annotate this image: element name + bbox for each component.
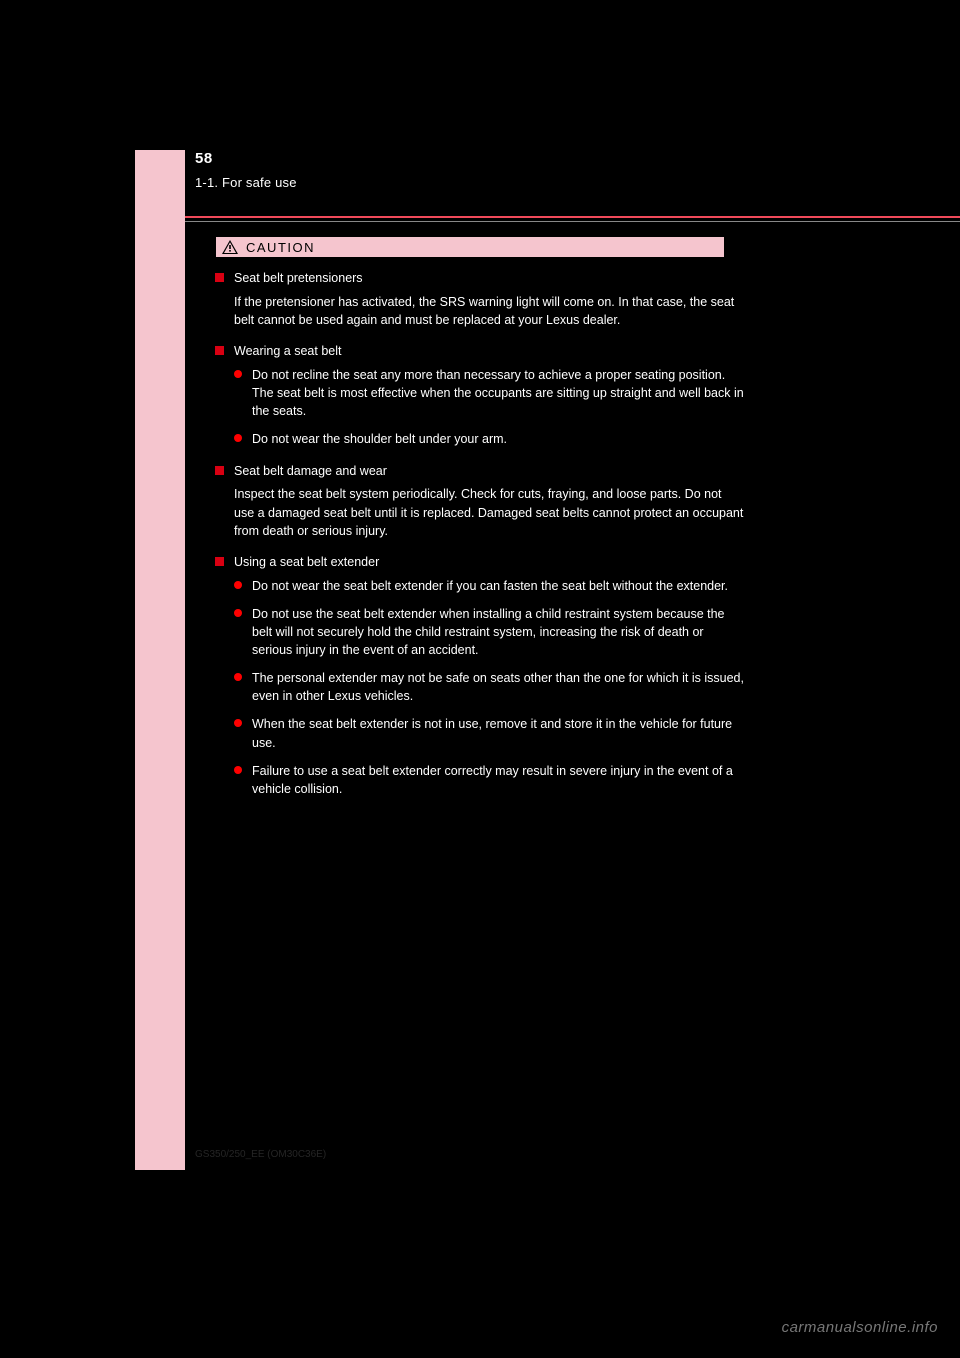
dot-marker-icon [234, 434, 242, 442]
section-body: Inspect the seat belt system periodicall… [234, 485, 745, 539]
bullet-item: Do not use the seat belt extender when i… [234, 605, 745, 659]
bullet-text: Failure to use a seat belt extender corr… [252, 762, 745, 798]
bullet-item: Do not wear the seat belt extender if yo… [234, 577, 745, 595]
square-marker-icon [215, 557, 224, 566]
dot-marker-icon [234, 370, 242, 378]
breadcrumb: 1-1. For safe use [195, 175, 960, 190]
watermark-brand: carmanualsonline.info [782, 1319, 938, 1336]
content-body: Seat belt pretensioners If the pretensio… [215, 270, 745, 808]
section-heading: Wearing a seat belt [215, 343, 745, 360]
bullet-text: Do not recline the seat any more than ne… [252, 366, 745, 420]
bullet-text: Do not wear the seat belt extender if yo… [252, 577, 728, 595]
header-rule-primary [185, 216, 960, 218]
bullet-item: When the seat belt extender is not in us… [234, 715, 745, 751]
caution-banner: CAUTION [215, 236, 725, 258]
section-heading: Seat belt pretensioners [215, 270, 745, 287]
bullet-item: The personal extender may not be safe on… [234, 669, 745, 705]
bullet-item: Failure to use a seat belt extender corr… [234, 762, 745, 798]
section-heading: Using a seat belt extender [215, 554, 745, 571]
section-title: Using a seat belt extender [234, 554, 379, 571]
dot-marker-icon [234, 673, 242, 681]
square-marker-icon [215, 273, 224, 282]
section-title: Seat belt pretensioners [234, 270, 363, 287]
side-accent-band [135, 150, 185, 1170]
section-title: Wearing a seat belt [234, 343, 341, 360]
page-header: 58 1-1. For safe use [195, 150, 960, 190]
square-marker-icon [215, 466, 224, 475]
model-code: GS350/250_EE (OM30C36E) [195, 1149, 326, 1160]
dot-marker-icon [234, 766, 242, 774]
bullet-item: Do not recline the seat any more than ne… [234, 366, 745, 420]
manual-page: 58 1-1. For safe use CAUTION Seat belt p… [135, 150, 960, 1170]
bullet-text: When the seat belt extender is not in us… [252, 715, 745, 751]
dot-marker-icon [234, 719, 242, 727]
page-number: 58 [195, 150, 960, 167]
warning-triangle-icon [222, 240, 238, 254]
bullet-item: Do not wear the shoulder belt under your… [234, 430, 745, 448]
dot-marker-icon [234, 581, 242, 589]
bullet-text: Do not wear the shoulder belt under your… [252, 430, 507, 448]
section-title: Seat belt damage and wear [234, 463, 387, 480]
bullet-text: Do not use the seat belt extender when i… [252, 605, 745, 659]
caution-label: CAUTION [246, 240, 315, 255]
section-heading: Seat belt damage and wear [215, 463, 745, 480]
square-marker-icon [215, 346, 224, 355]
header-rule-secondary [185, 221, 960, 222]
section-body: If the pretensioner has activated, the S… [234, 293, 745, 329]
dot-marker-icon [234, 609, 242, 617]
bullet-text: The personal extender may not be safe on… [252, 669, 745, 705]
